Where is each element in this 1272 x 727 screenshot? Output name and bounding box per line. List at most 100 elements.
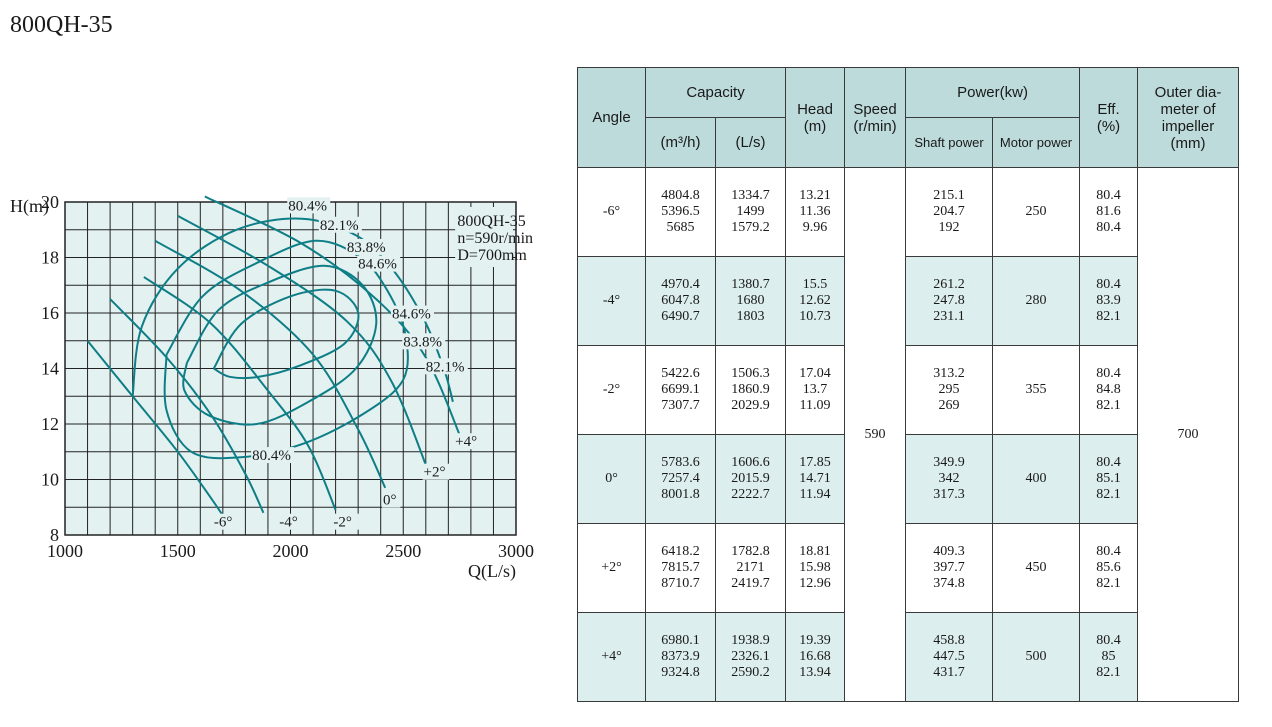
cell-capacity-m3h: 6980.1 8373.9 9324.8 — [645, 612, 716, 702]
header-eff: Eff. (%) — [1079, 67, 1139, 168]
performance-chart-svg: 1000 1500 2000 2500 3000 8 10 12 14 16 18 20H(m) Q(L… — [10, 192, 534, 582]
cell-head: 13.21 11.36 9.96 — [785, 167, 846, 257]
curve-annotation: -4° — [279, 515, 298, 531]
y-tick-label: 16 — [41, 303, 59, 323]
header-power: Power(kw) — [905, 67, 1081, 118]
curve-annotation: 83.8% — [403, 334, 442, 350]
cell-speed: 590 — [844, 167, 907, 702]
y-tick-label: 8 — [50, 525, 59, 545]
cell-motor-power: 250 — [992, 167, 1081, 257]
curve-annotation: 80.4% — [252, 448, 291, 464]
annotation-bg — [422, 463, 450, 480]
table-row: +4° 6980.1 8373.9 9324.8 1938.9 2326.1 2590.2 1… — [577, 612, 1239, 702]
cell-angle: 0° — [577, 434, 646, 524]
cell-shaft-power: 458.8 447.5 431.7 — [905, 612, 994, 702]
cell-capacity-m3h: 6418.2 7815.7 8710.7 — [645, 523, 716, 613]
y-tick-label: 14 — [41, 359, 59, 379]
annotation-bg — [454, 433, 481, 450]
curve-annotation: -2° — [333, 515, 352, 531]
cell-shaft-power: 215.1 204.7 192 — [905, 167, 994, 257]
cell-angle: +2° — [577, 523, 646, 613]
page-title: 800QH-35 — [10, 12, 113, 38]
x-tick-label: 2500 — [385, 541, 421, 561]
annotation-bg — [390, 305, 434, 322]
angle-curve — [154, 239, 387, 489]
cell-eff: 80.4 81.6 80.4 — [1079, 167, 1139, 257]
annotation-bg — [424, 358, 468, 375]
cell-motor-power: 450 — [992, 523, 1081, 613]
cell-shaft-power: 261.2 247.8 231.1 — [905, 256, 994, 346]
cell-shaft-power: 349.9 342 317.3 — [905, 434, 994, 524]
efficiency-contour — [163, 239, 409, 460]
info-box-line: n=590r/min — [457, 230, 533, 247]
cell-head: 18.81 15.98 12.96 — [785, 523, 846, 613]
y-tick-label: 18 — [41, 248, 59, 268]
table-row: -6° 4804.8 5396.5 5685 1334.7 1499 1579.2 13.21… — [577, 167, 1240, 702]
curve-annotation: 84.6% — [358, 257, 397, 273]
annotation-bg — [212, 513, 240, 530]
cell-motor-power: 500 — [992, 612, 1081, 702]
table-row: 0° 5783.6 7257.4 8001.8 1606.6 2015.9 2222.7 17… — [577, 434, 1239, 524]
x-tick-label: 1000 — [47, 541, 83, 561]
x-tick-label: 3000 — [498, 541, 534, 561]
curve-annotation: 0° — [383, 492, 397, 508]
annotation-bg — [332, 513, 359, 530]
cell-capacity-ls: 1380.7 1680 1803 — [714, 256, 787, 346]
cell-motor-power: 280 — [992, 256, 1081, 346]
header-capacity-m3h: (m³/h) — [645, 117, 716, 168]
x-axis-label: Q(L/s) — [468, 561, 516, 582]
curve-annotation: +2° — [424, 465, 446, 481]
header-shaft-power: Shaft power — [905, 117, 994, 168]
header-impeller: Outer dia-meter of impeller (mm) — [1137, 67, 1240, 168]
curve-annotation: 84.6% — [392, 307, 431, 323]
curve-annotation: 80.4% — [288, 198, 327, 214]
header-capacity: Capacity — [644, 67, 787, 118]
cell-capacity-m3h: 5422.6 6699.1 7307.7 — [645, 345, 716, 435]
table-row: +2° 6418.2 7815.7 8710.7 1782.8 2171 2419.7 18.… — [577, 523, 1239, 613]
cell-head: 19.39 16.68 13.94 — [785, 612, 846, 702]
info-box — [455, 207, 513, 267]
angle-curve — [109, 298, 265, 514]
curve-annotation: -6° — [214, 515, 233, 531]
table-row: -2° 5422.6 6699.1 7307.7 1506.3 1860.9 2029.9 1… — [577, 345, 1239, 435]
cell-capacity-ls: 1334.7 1499 1579.2 — [714, 167, 787, 257]
cell-eff: 80.4 84.8 82.1 — [1079, 345, 1139, 435]
y-tick-label: 12 — [41, 414, 59, 434]
curve-annotation: 82.1% — [320, 218, 359, 234]
cell-shaft-power: 313.2 295 269 — [905, 345, 994, 435]
info-box-line: D=700mm — [457, 247, 527, 264]
cell-angle: -2° — [577, 345, 646, 435]
angle-curve — [177, 215, 432, 478]
cell-capacity-ls: 1938.9 2326.1 2590.2 — [714, 612, 787, 702]
curve-annotation: 83.8% — [347, 240, 386, 256]
info-box-line: 800QH-35 — [457, 213, 525, 230]
cell-eff: 80.4 85.6 82.1 — [1079, 523, 1139, 613]
cell-head: 17.85 14.71 11.94 — [785, 434, 846, 524]
angle-curve — [86, 340, 224, 517]
cell-eff: 80.4 85.1 82.1 — [1079, 434, 1139, 524]
cell-motor-power: 400 — [992, 434, 1081, 524]
cell-angle: -4° — [577, 256, 646, 346]
cell-capacity-m3h: 4804.8 5396.5 5685 — [645, 167, 716, 257]
cell-impeller: 700 — [1137, 167, 1240, 702]
cell-shaft-power: 409.3 397.7 374.8 — [905, 523, 994, 613]
y-axis-label: H(m) — [10, 196, 49, 217]
cell-eff: 80.4 85 82.1 — [1079, 612, 1139, 702]
x-tick-label: 1500 — [160, 541, 196, 561]
x-tick-label: 2000 — [273, 541, 309, 561]
annotation-bg — [402, 333, 446, 350]
cell-capacity-ls: 1606.6 2015.9 2222.7 — [714, 434, 787, 524]
cell-head: 17.04 13.7 11.09 — [785, 345, 846, 435]
header-angle: Angle — [577, 67, 646, 168]
annotation-bg — [357, 255, 401, 272]
annotation-bg — [251, 447, 295, 464]
annotation-bg — [345, 238, 389, 255]
cell-capacity-ls: 1782.8 2171 2419.7 — [714, 523, 787, 613]
angle-curve — [204, 195, 463, 441]
cell-head: 15.5 12.62 10.73 — [785, 256, 846, 346]
annotation-bg — [381, 491, 401, 508]
cell-motor-power: 355 — [992, 345, 1081, 435]
spec-table: Angle Capacity Head (m) Speed (r/min) Powe… — [577, 67, 1240, 702]
y-tick-label: 20 — [41, 192, 59, 212]
curve-annotation: 82.1% — [426, 359, 465, 375]
